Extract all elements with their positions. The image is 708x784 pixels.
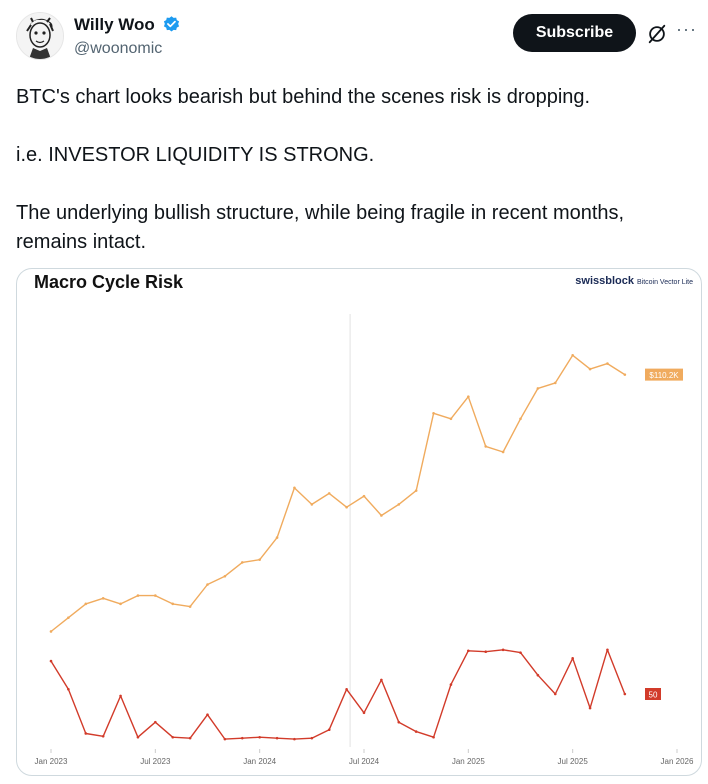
data-point [362, 494, 366, 498]
end-label-box [645, 688, 661, 700]
x-tick-label: Jan 2024 [243, 757, 276, 766]
data-point [501, 648, 505, 652]
subscribe-button[interactable]: Subscribe [513, 14, 636, 52]
data-point [171, 602, 175, 606]
data-point [432, 735, 435, 739]
data-point [571, 353, 574, 357]
data-point [519, 651, 522, 654]
data-point [606, 362, 609, 365]
data-point [362, 711, 366, 715]
data-point [206, 583, 209, 586]
data-point [623, 373, 627, 376]
data-point [119, 602, 122, 606]
data-point [67, 616, 70, 619]
data-point [467, 649, 470, 653]
data-point [223, 574, 227, 578]
data-point [536, 387, 540, 390]
x-tick-label: Jul 2024 [349, 757, 380, 766]
data-point [623, 692, 627, 696]
data-point [275, 736, 279, 740]
data-point [501, 450, 505, 454]
data-point [258, 558, 261, 561]
data-point [293, 737, 296, 741]
data-point [136, 594, 140, 597]
author-handle[interactable]: @woonomic [74, 40, 163, 57]
brand-logo: swissblock Bitcoin Vector Lite [575, 275, 693, 287]
data-point [84, 732, 88, 735]
data-point [397, 720, 401, 724]
end-label: 50 [649, 691, 658, 700]
data-point [119, 694, 122, 698]
tweet-line: i.e. INVESTOR LIQUIDITY IS STRONG. [16, 144, 375, 166]
data-point [345, 505, 348, 509]
data-point [449, 417, 453, 421]
data-point [519, 417, 522, 421]
data-point [258, 735, 261, 739]
data-point [380, 678, 383, 682]
data-point [171, 735, 175, 739]
brand-name: swissblock [575, 275, 634, 287]
end-label-box [645, 368, 683, 381]
data-point [553, 692, 557, 696]
tweet-text: BTC's chart looks bearish but behind the… [16, 83, 696, 257]
data-point [397, 503, 401, 506]
data-point [310, 736, 314, 740]
data-point [467, 395, 470, 399]
data-point [293, 486, 296, 490]
data-point [275, 536, 279, 539]
data-point [484, 650, 488, 653]
data-point [223, 737, 227, 741]
data-point [101, 735, 105, 738]
x-tick-label: Jan 2026 [661, 757, 694, 766]
data-point [414, 489, 418, 492]
more-options-button[interactable]: ··· [676, 19, 697, 39]
data-point [310, 503, 314, 506]
data-point [484, 445, 488, 448]
author-name[interactable]: Willy Woo [74, 15, 155, 34]
data-point [188, 736, 192, 740]
verified-badge-icon [163, 16, 180, 32]
data-point [136, 735, 140, 739]
grok-icon[interactable] [646, 23, 668, 45]
chart-card[interactable]: Macro Cycle Risk swissblock Bitcoin Vecto… [16, 268, 702, 776]
data-point [588, 706, 592, 710]
data-point [84, 602, 88, 606]
tweet-line: BTC's chart looks bearish but behind the… [16, 86, 591, 108]
data-point [206, 713, 209, 716]
data-point [327, 728, 331, 732]
series-line [50, 354, 626, 633]
data-point [49, 630, 53, 633]
x-tick-label: Jan 2023 [35, 757, 68, 766]
sketch-portrait-avatar [17, 13, 63, 59]
tweet-line: The underlying bullish structure, while … [16, 202, 625, 253]
x-tick-label: Jul 2023 [140, 757, 171, 766]
data-point [49, 659, 53, 663]
end-label: $110.2K [649, 371, 679, 380]
data-point [449, 683, 453, 686]
series-line [50, 649, 626, 740]
data-point [588, 367, 592, 371]
chart-title: Macro Cycle Risk [34, 272, 184, 292]
data-point [553, 381, 557, 385]
data-point [536, 673, 540, 677]
data-point [154, 594, 157, 597]
data-point [606, 648, 609, 652]
data-point [188, 605, 192, 608]
brand-sub: Bitcoin Vector Lite [636, 279, 693, 286]
data-point [154, 720, 157, 724]
data-point [571, 656, 574, 660]
data-point [327, 492, 331, 495]
x-tick-label: Jul 2025 [558, 757, 589, 766]
x-tick-label: Jan 2025 [452, 757, 485, 766]
avatar[interactable] [16, 12, 64, 60]
data-point [380, 514, 383, 517]
data-point [414, 730, 418, 733]
data-point [345, 688, 348, 691]
data-point [240, 736, 244, 740]
data-point [240, 561, 244, 564]
data-point [67, 688, 70, 691]
data-point [101, 597, 105, 600]
macro-cycle-risk-chart: $110.2K 50 Jan 2023 Jul 2023 Jan 2024 Jul 202… [35, 314, 694, 766]
data-point [432, 411, 435, 415]
